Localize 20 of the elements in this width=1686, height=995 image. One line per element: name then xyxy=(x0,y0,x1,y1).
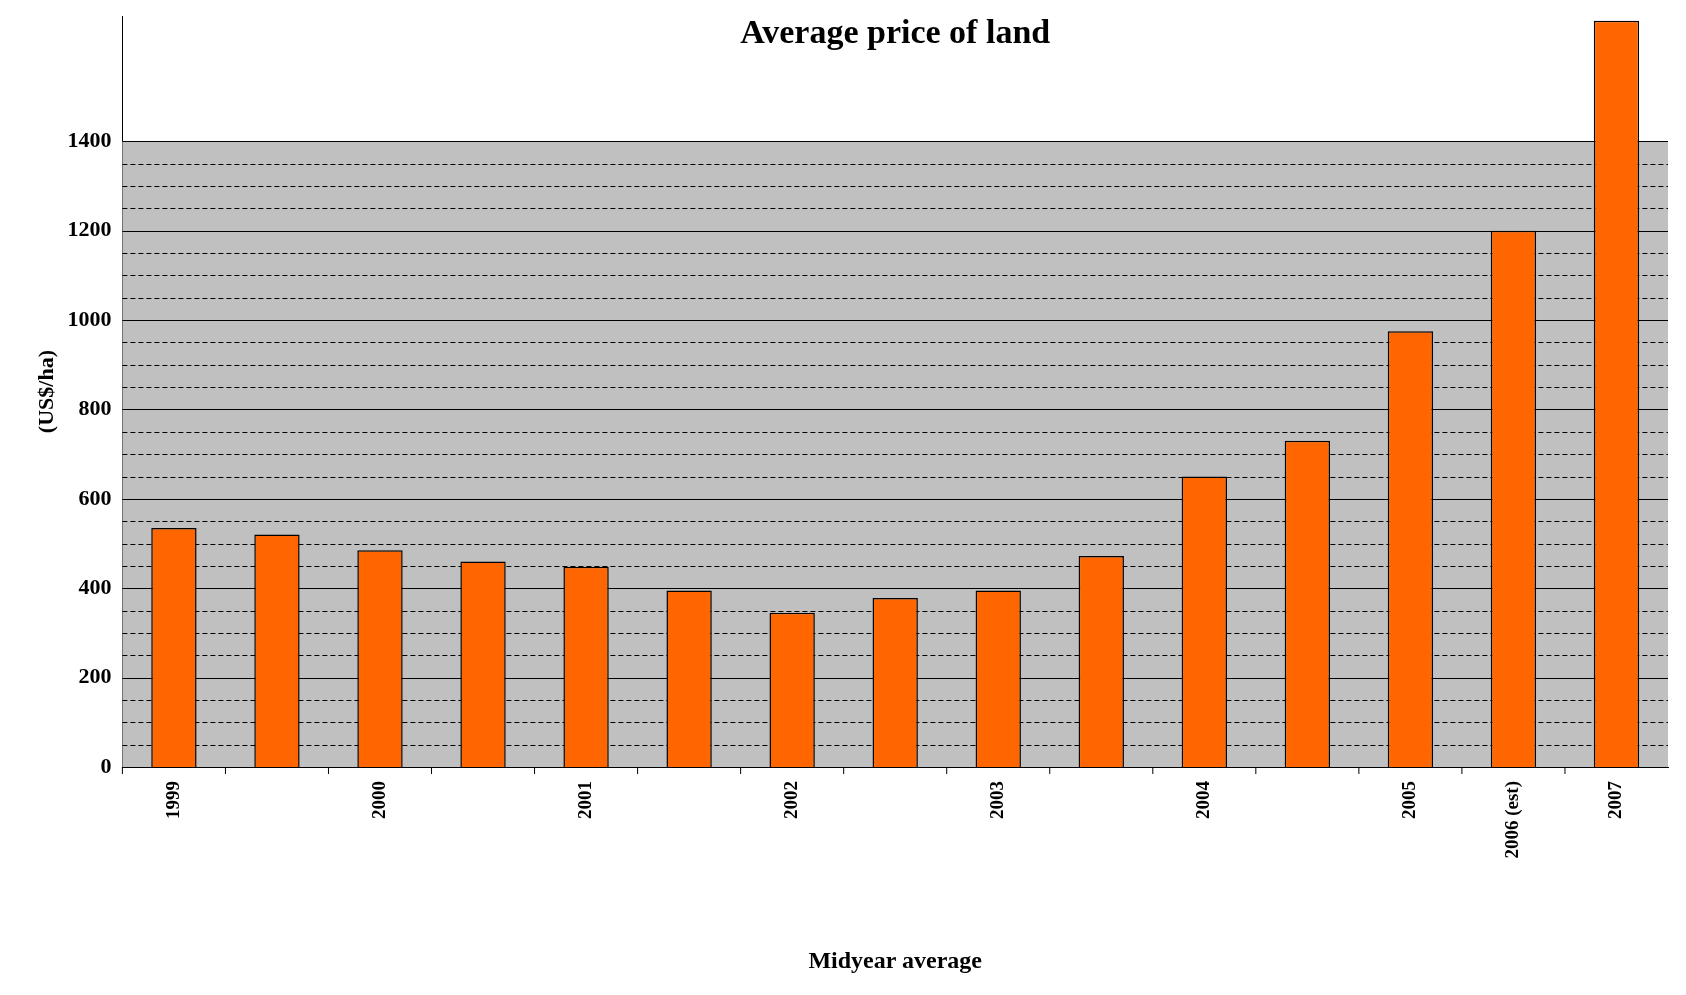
x-tick-label: 2000 xyxy=(367,781,389,819)
x-tick-label: 1999 xyxy=(161,781,183,819)
x-tick-label: 2002 xyxy=(780,781,802,819)
x-tick-label: 2001 xyxy=(573,781,595,819)
x-axis-title: Midyear average xyxy=(808,947,983,974)
y-tick-label: 0 xyxy=(100,752,112,778)
y-tick-label: 800 xyxy=(78,395,112,421)
y-tick-label: 1000 xyxy=(67,305,112,331)
x-tick-label: 2005 xyxy=(1398,781,1420,819)
x-tick-label: 2003 xyxy=(986,781,1008,819)
y-tick-label: 400 xyxy=(78,573,112,599)
y-tick-label: 600 xyxy=(78,484,112,510)
x-tick-label: 2006 (est) xyxy=(1501,781,1524,859)
y-tick-label: 1400 xyxy=(67,127,112,153)
y-tick-label: 1200 xyxy=(67,216,112,242)
x-tick-label: 2004 xyxy=(1192,780,1214,819)
y-tick-label: 200 xyxy=(78,663,112,689)
x-tick-label: 2007 xyxy=(1604,780,1626,819)
y-axis-title: (US$/ha) xyxy=(32,350,58,434)
chart-title: Average price of land xyxy=(740,12,1051,50)
